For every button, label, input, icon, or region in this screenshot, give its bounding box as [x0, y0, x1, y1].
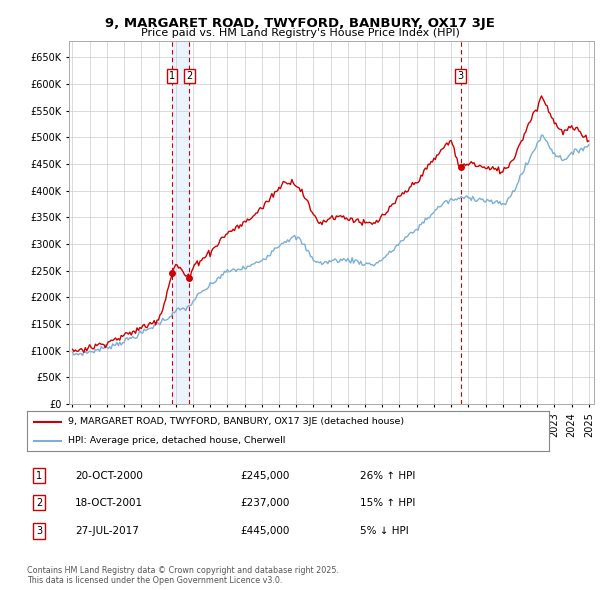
Text: 2: 2 — [36, 498, 42, 507]
Text: 2: 2 — [187, 71, 193, 81]
Text: 1: 1 — [169, 71, 175, 81]
Text: 20-OCT-2000: 20-OCT-2000 — [75, 471, 143, 480]
Text: £245,000: £245,000 — [240, 471, 289, 480]
Bar — [172, 41, 190, 404]
Text: 27-JUL-2017: 27-JUL-2017 — [75, 526, 139, 536]
Text: £445,000: £445,000 — [240, 526, 289, 536]
Text: 3: 3 — [36, 526, 42, 536]
Text: £237,000: £237,000 — [240, 498, 289, 507]
Text: Contains HM Land Registry data © Crown copyright and database right 2025.
This d: Contains HM Land Registry data © Crown c… — [27, 566, 339, 585]
Text: 15% ↑ HPI: 15% ↑ HPI — [360, 498, 415, 507]
Text: 9, MARGARET ROAD, TWYFORD, BANBURY, OX17 3JE: 9, MARGARET ROAD, TWYFORD, BANBURY, OX17… — [105, 17, 495, 30]
Text: 1: 1 — [36, 471, 42, 480]
Text: HPI: Average price, detached house, Cherwell: HPI: Average price, detached house, Cher… — [68, 437, 285, 445]
Text: 18-OCT-2001: 18-OCT-2001 — [75, 498, 143, 507]
Text: 26% ↑ HPI: 26% ↑ HPI — [360, 471, 415, 480]
Text: 3: 3 — [458, 71, 464, 81]
Text: 5% ↓ HPI: 5% ↓ HPI — [360, 526, 409, 536]
Text: 9, MARGARET ROAD, TWYFORD, BANBURY, OX17 3JE (detached house): 9, MARGARET ROAD, TWYFORD, BANBURY, OX17… — [68, 417, 404, 426]
Text: Price paid vs. HM Land Registry's House Price Index (HPI): Price paid vs. HM Land Registry's House … — [140, 28, 460, 38]
